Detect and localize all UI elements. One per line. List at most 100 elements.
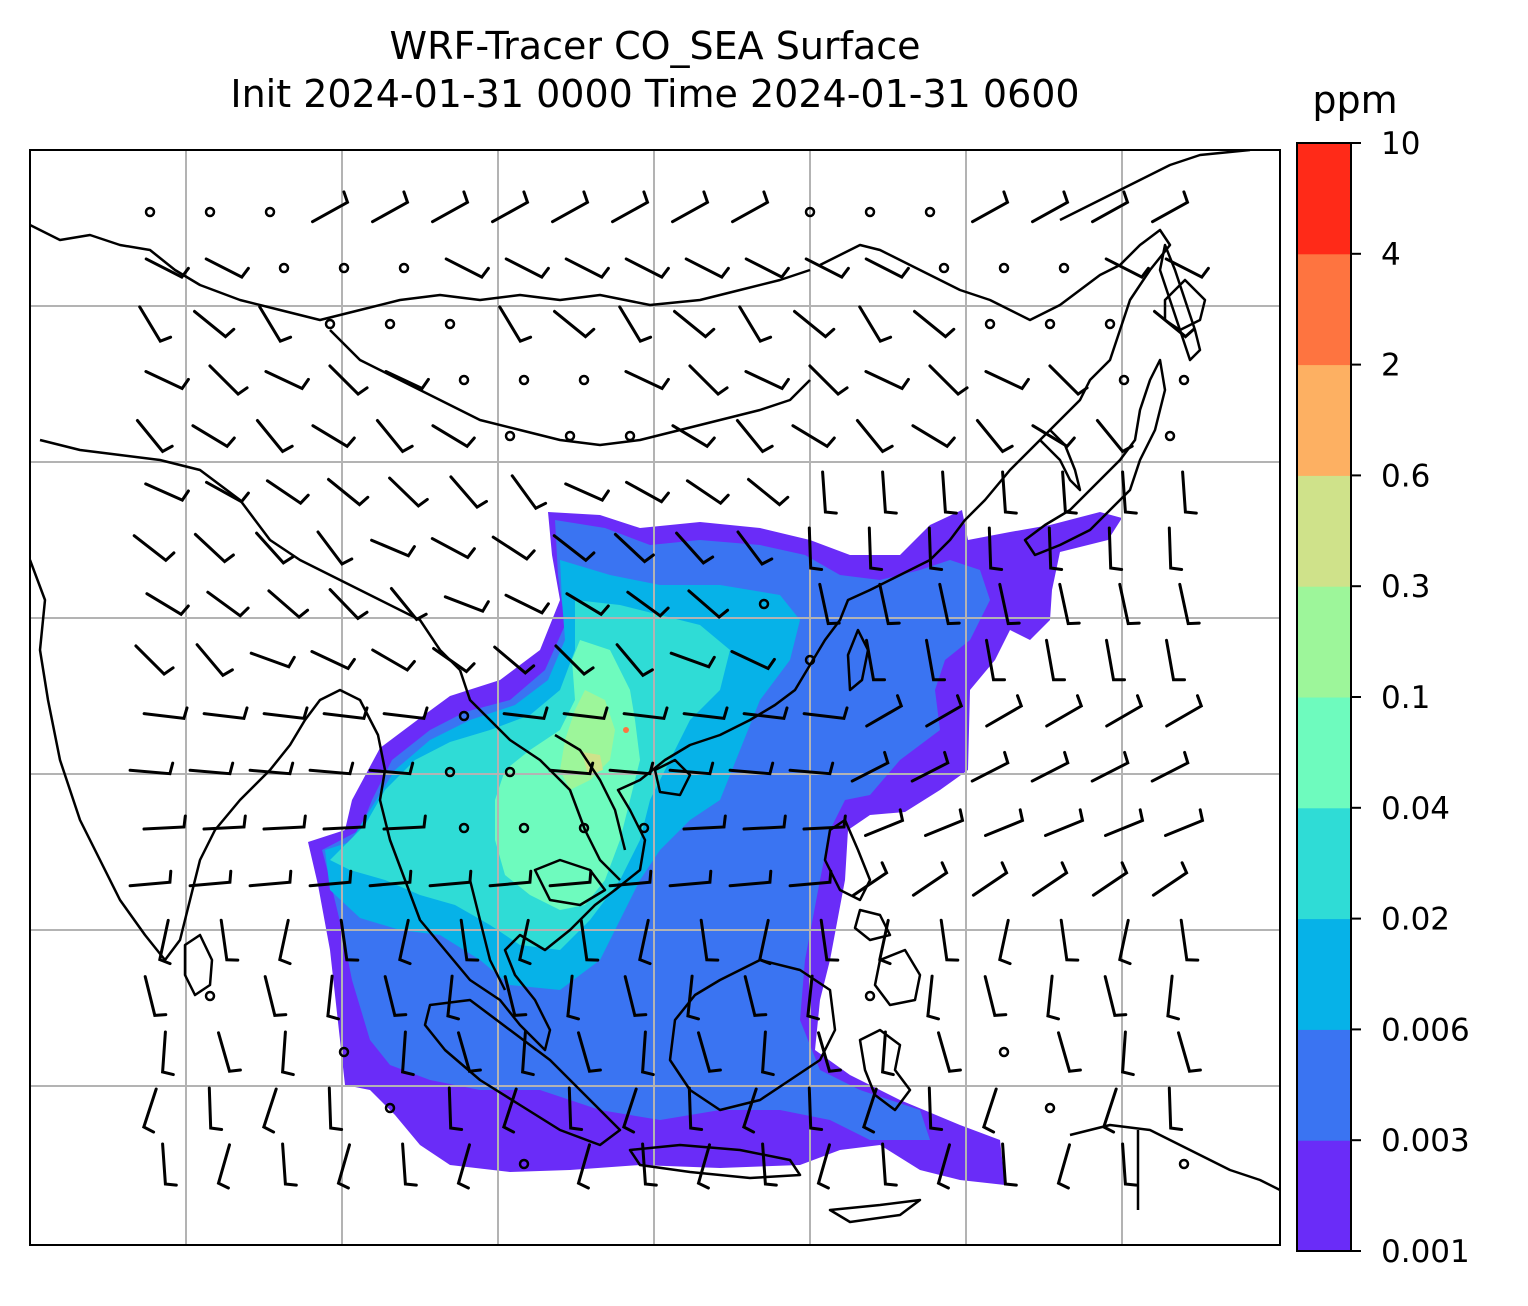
colorbar-tick-label: 2 <box>1381 348 1401 384</box>
wind-barb <box>401 1142 418 1187</box>
calm-wind-marker <box>1044 1102 1056 1114</box>
wind-barb <box>671 424 716 449</box>
wind-barb <box>261 1087 278 1134</box>
wind-barb <box>1061 470 1078 515</box>
wind-barb <box>204 257 250 280</box>
coastline-asia-south <box>30 228 1172 1052</box>
map-frame <box>29 149 1281 1246</box>
colorbar-tick-label: 4 <box>1381 237 1401 273</box>
wind-barb <box>1167 1086 1184 1131</box>
wind-barb <box>501 1087 518 1134</box>
wind-barb <box>161 1142 178 1187</box>
wind-barb <box>696 1143 711 1190</box>
wind-barb <box>682 814 727 831</box>
wind-barb <box>142 706 189 721</box>
wind-barb <box>865 638 886 682</box>
wind-barb <box>687 1086 704 1131</box>
wind-barb <box>1164 808 1205 837</box>
wind-barb <box>910 750 950 783</box>
border-indochina <box>458 669 621 881</box>
wind-barb <box>806 974 820 1021</box>
wind-barb <box>864 257 910 280</box>
wind-barb <box>375 419 414 454</box>
gridlines <box>30 150 1280 1245</box>
wind-barb <box>1001 1142 1018 1187</box>
colorbar-segment <box>1297 918 1351 1030</box>
calm-wind-marker <box>338 1046 350 1058</box>
wind-barb <box>161 1030 175 1077</box>
wind-barb <box>867 526 884 571</box>
wind-barb <box>728 761 775 776</box>
wind-barb <box>310 650 356 671</box>
wind-barb <box>685 479 730 506</box>
wind-barb <box>624 257 670 280</box>
wind-barb <box>577 1031 602 1073</box>
wind-barb <box>816 1143 831 1190</box>
wind-barb <box>567 1086 584 1131</box>
wind-barb <box>1045 694 1084 728</box>
calm-wind-marker <box>998 1046 1010 1058</box>
colorbar-tick-label: 10 <box>1381 126 1420 162</box>
wind-barb <box>1153 309 1196 339</box>
wind-barb <box>144 257 190 280</box>
calm-wind-marker <box>578 374 590 386</box>
wind-barbs <box>128 190 1210 1190</box>
wind-barb <box>1177 1031 1202 1073</box>
colorbar-tick-label: 0.02 <box>1381 902 1450 938</box>
colorbar-tick-label: 0.3 <box>1381 569 1430 605</box>
wind-barb <box>216 1143 231 1190</box>
wind-barb <box>144 370 190 391</box>
wind-barb <box>970 750 1010 783</box>
coastline-new-guinea <box>1069 1123 1280 1192</box>
wind-barb <box>788 761 835 776</box>
wind-barb <box>382 814 427 831</box>
wind-barb <box>327 477 370 507</box>
wind-barb <box>1151 190 1190 224</box>
wind-barb <box>926 974 940 1021</box>
wind-barb <box>668 761 715 776</box>
wind-barb <box>281 1142 298 1187</box>
calm-wind-marker <box>1104 318 1116 330</box>
wind-barb <box>855 419 894 454</box>
calm-wind-marker <box>338 262 350 274</box>
wind-barb <box>322 706 369 721</box>
wind-barb <box>622 706 669 721</box>
border-mongolia-south <box>329 329 811 447</box>
wind-barb <box>941 470 958 515</box>
wind-barb <box>686 974 700 1021</box>
wind-barb <box>744 370 790 391</box>
wind-barb <box>401 1030 415 1077</box>
colorbar: 0.001 0.003 0.006 0.02 0.04 0.1 0.3 0.6 2 4 10 <box>1296 126 1470 1270</box>
wind-barb <box>641 1030 655 1077</box>
border-himalaya <box>39 438 461 671</box>
wind-barb <box>1118 918 1132 966</box>
wind-barb <box>808 364 849 397</box>
colorbar-segment <box>1297 475 1351 587</box>
wind-barb <box>927 1086 944 1131</box>
wind-barb <box>188 761 235 776</box>
wind-barb <box>1151 861 1189 897</box>
wind-barb <box>521 1030 535 1077</box>
wind-barb <box>668 869 713 888</box>
wind-barb <box>684 257 730 280</box>
wind-barb <box>388 476 429 508</box>
wind-barb <box>697 1031 722 1073</box>
wind-barb <box>264 370 310 391</box>
wind-barb <box>878 582 901 626</box>
wind-barb <box>311 190 350 224</box>
wind-barb <box>793 309 836 339</box>
wind-barb <box>503 975 528 1017</box>
wind-barb <box>1150 750 1190 783</box>
wind-barb <box>141 1087 158 1134</box>
wind-barb <box>202 814 247 831</box>
calm-wind-marker <box>204 206 216 218</box>
wind-barb <box>1057 1031 1082 1073</box>
wind-barb <box>1104 257 1150 280</box>
wind-barb <box>1101 1087 1118 1134</box>
calm-wind-marker <box>518 1158 530 1170</box>
colorbar-segment <box>1297 807 1351 920</box>
wind-barb <box>1165 638 1186 682</box>
wind-barb <box>621 1087 638 1134</box>
colorbar-segment <box>1297 143 1351 255</box>
